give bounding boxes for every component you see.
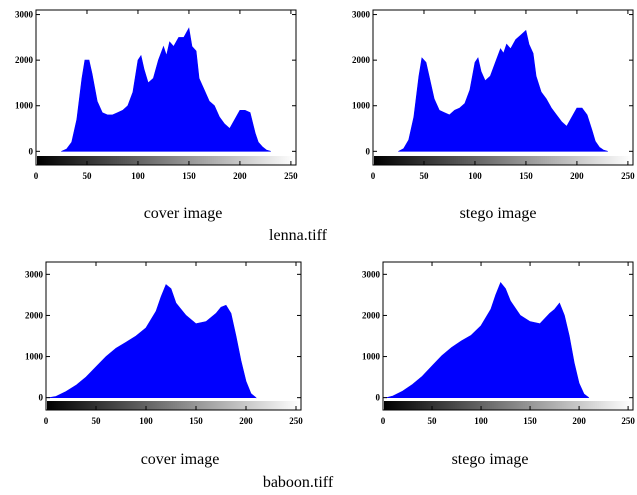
x-tick-label: 50 xyxy=(419,171,429,181)
plot-border xyxy=(35,9,297,166)
x-tick-label: 250 xyxy=(621,171,635,181)
x-tick-label: 50 xyxy=(82,171,92,181)
figure-caption-lenna: lenna.tiff xyxy=(269,227,328,244)
y-tick-label: 0 xyxy=(366,146,371,156)
histogram-panel: 0 50 100 150 200 250 0 1000 2000 3000 stego image xyxy=(362,261,635,468)
x-tick-label: 250 xyxy=(284,171,298,181)
grayscale-colorbar xyxy=(374,156,632,165)
y-tick-label: 0 xyxy=(39,393,44,403)
histogram-panel: 0 50 100 150 200 250 0 1000 2000 3000 cover image xyxy=(15,9,298,222)
y-tick-label: 2000 xyxy=(352,55,371,65)
panel-caption: stego image xyxy=(460,205,537,222)
x-tick-label: 100 xyxy=(468,171,482,181)
x-tick-label: 250 xyxy=(621,416,635,426)
plot-border xyxy=(372,9,634,166)
x-tick-label: 100 xyxy=(474,416,488,426)
y-tick-label: 3000 xyxy=(15,10,34,20)
y-tick-label: 1000 xyxy=(352,101,371,111)
grayscale-colorbar xyxy=(384,401,632,410)
histogram-panel: 0 50 100 150 200 250 0 1000 2000 3000 stego image xyxy=(352,9,635,222)
x-tick-label: 250 xyxy=(289,416,303,426)
y-tick-label: 3000 xyxy=(362,269,381,279)
x-tick-label: 100 xyxy=(131,171,145,181)
x-tick-label: 200 xyxy=(239,416,253,426)
histogram-panel: 0 50 100 150 200 250 0 1000 2000 3000 cover image xyxy=(25,261,303,468)
y-tick-label: 1000 xyxy=(25,352,44,362)
x-tick-label: 200 xyxy=(570,171,584,181)
x-tick-label: 0 xyxy=(381,416,386,426)
grayscale-colorbar xyxy=(37,156,295,165)
x-tick-label: 0 xyxy=(44,416,49,426)
panel-caption: cover image xyxy=(141,451,220,468)
y-tick-label: 2000 xyxy=(15,55,34,65)
x-tick-label: 50 xyxy=(428,416,438,426)
histogram-area xyxy=(398,29,608,152)
plot-border xyxy=(382,261,634,411)
x-tick-label: 150 xyxy=(519,171,533,181)
x-tick-label: 0 xyxy=(34,171,39,181)
histogram-area xyxy=(45,284,257,399)
grayscale-colorbar xyxy=(47,401,300,410)
y-tick-label: 0 xyxy=(376,393,381,403)
x-tick-label: 150 xyxy=(189,416,203,426)
y-tick-label: 2000 xyxy=(362,310,381,320)
x-tick-label: 150 xyxy=(523,416,537,426)
figure-caption-baboon: baboon.tiff xyxy=(263,474,334,491)
y-tick-label: 3000 xyxy=(352,10,371,20)
x-tick-label: 50 xyxy=(92,416,102,426)
panel-caption: stego image xyxy=(452,451,529,468)
histogram-area xyxy=(61,27,271,152)
plot-border xyxy=(45,261,302,411)
histogram-area xyxy=(382,282,590,399)
x-tick-label: 200 xyxy=(233,171,247,181)
x-tick-label: 100 xyxy=(139,416,153,426)
y-tick-label: 3000 xyxy=(25,269,44,279)
x-tick-label: 150 xyxy=(182,171,196,181)
x-tick-label: 0 xyxy=(371,171,376,181)
y-tick-label: 1000 xyxy=(15,101,34,111)
panel-caption: cover image xyxy=(144,205,223,222)
y-tick-label: 2000 xyxy=(25,310,44,320)
y-tick-label: 1000 xyxy=(362,352,381,362)
y-tick-label: 0 xyxy=(29,146,34,156)
x-tick-label: 200 xyxy=(572,416,586,426)
